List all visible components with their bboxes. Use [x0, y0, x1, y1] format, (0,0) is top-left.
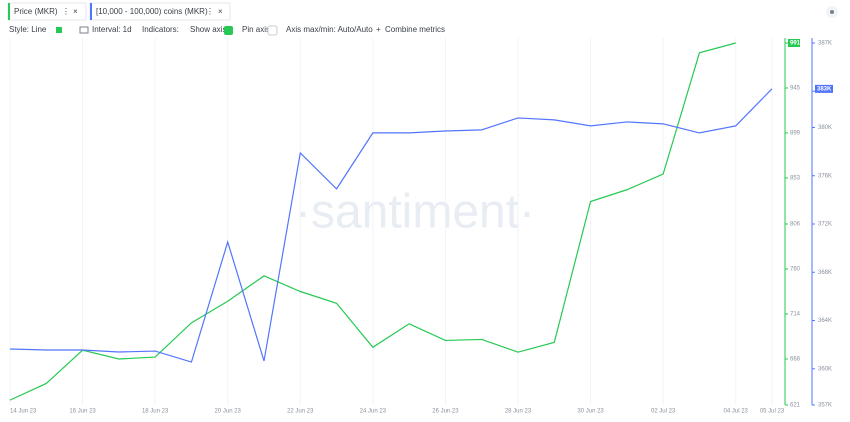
tab-close[interactable]: ×: [218, 7, 223, 16]
y2-tick-label: 380K: [818, 125, 832, 131]
y-tick-label: 806: [790, 222, 801, 228]
series-line: [9, 88, 773, 363]
y2-tick-label: 357K: [818, 403, 832, 409]
current-value-box: [815, 84, 833, 93]
y2-tick-label: 372K: [818, 222, 832, 228]
pin-axis-checkbox[interactable]: [267, 25, 278, 36]
x-tick-label: 16 Jun 23: [69, 409, 96, 415]
x-tick-label: 26 Jun 23: [432, 409, 459, 415]
series-line: [9, 42, 736, 401]
show-axis-label: Show axis: [190, 25, 226, 34]
x-tick-label: 18 Jun 23: [142, 409, 169, 415]
x-tick-label: 14 Jun 23: [10, 409, 37, 415]
style-select[interactable]: Style: Line: [9, 25, 47, 34]
y2-tick-label: 364K: [818, 318, 832, 324]
pin-axis-label: Pin axis: [242, 25, 270, 34]
combine-icon: +: [376, 25, 381, 34]
combine-metrics[interactable]: Combine metrics: [385, 25, 445, 34]
interval-icon: [79, 26, 89, 34]
y2-tick-label: 387K: [818, 41, 832, 47]
current-value-box: [788, 39, 800, 47]
y2-tick-label: 360K: [818, 366, 832, 372]
x-tick-label: 22 Jun 23: [287, 409, 314, 415]
y-tick-label: 760: [790, 267, 801, 273]
x-tick-label: 24 Jun 23: [360, 409, 387, 415]
y2-tick-label: 376K: [818, 173, 832, 179]
x-tick-label: 20 Jun 23: [215, 409, 242, 415]
color-swatch[interactable]: [56, 27, 62, 33]
y-tick-label: 668: [790, 357, 801, 363]
watermark: ·santiment·: [295, 186, 535, 239]
x-tick-label: 28 Jun 23: [505, 409, 532, 415]
x-tick-label: 02 Jul 23: [651, 409, 676, 415]
tab-label: [10,000 - 100,000) coins (MKR): [96, 7, 208, 16]
y2-tick-label: 368K: [818, 270, 832, 276]
current-value-label: 383K: [817, 86, 832, 92]
tab-marker: [8, 3, 10, 20]
current-value-label: 991: [790, 41, 801, 47]
show-axis-checkbox[interactable]: [224, 26, 233, 35]
settings-icon: [830, 10, 834, 14]
tab-marker: [90, 3, 92, 20]
tab-label: Price (MKR): [14, 7, 58, 16]
tab-menu[interactable]: ⋮: [62, 7, 70, 16]
indicators-select[interactable]: Indicators:: [142, 25, 179, 34]
x-tick-label: 30 Jun 23: [577, 409, 604, 415]
y-tick-label: 714: [790, 312, 801, 318]
y-tick-label: 621: [790, 403, 801, 409]
y-tick-label: 853: [790, 176, 801, 182]
axis-minmax[interactable]: Axis max/min: Auto/Auto: [286, 25, 373, 34]
interval-select[interactable]: Interval: 1d: [92, 25, 132, 34]
x-tick-label: 04 Jul 23: [724, 409, 749, 415]
x-tick-label: 05 Jul 23: [760, 409, 785, 415]
tab-close[interactable]: ×: [73, 7, 78, 16]
y-tick-label: 945: [790, 86, 801, 92]
y-tick-label: 899: [790, 131, 801, 137]
tab-menu[interactable]: ⋮: [206, 7, 214, 16]
